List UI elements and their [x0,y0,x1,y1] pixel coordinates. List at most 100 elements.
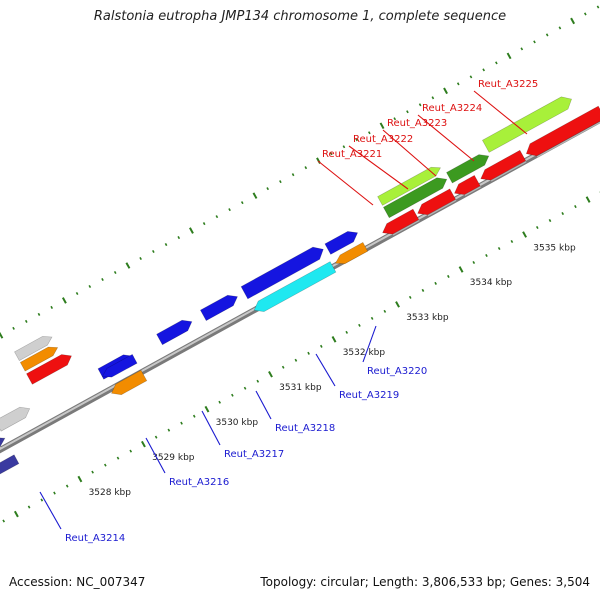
tick-mark [281,365,285,369]
gene-arrow-3223 [481,96,572,153]
tick-mark [393,117,397,121]
tick-mark [180,421,183,425]
tick-mark [533,40,536,44]
gene-label-Reut_A3220: Reut_A3220 [367,366,427,377]
gene-arrow-orange-1-shine [121,381,148,397]
tick-mark [443,87,448,95]
leader-line-Reut_A3217 [201,410,221,446]
tick-mark [12,326,15,330]
tick-mark [520,47,524,51]
gene-arrow-3222r-shine [427,199,457,217]
tick-mark [50,305,54,309]
leader-line-Reut_A3219 [315,353,336,387]
tick-mark [329,152,333,156]
tick-mark [458,266,464,273]
leader-line-Reut_A3220 [362,325,377,363]
tick-mark [139,257,142,261]
gene-arrow-orange-3 [19,346,59,372]
gene-arrow-red-small-shine [32,365,69,386]
gene-label-Reut_A3217: Reut_A3217 [224,449,284,460]
scale-label-3528: 3528 kbp [89,488,132,498]
tick-mark [65,484,69,488]
leader-line-Reut_A3218 [255,390,272,420]
gene-arrow-3220-shine [330,242,355,256]
tick-mark [113,270,117,275]
scale-label-3529: 3529 kbp [152,453,195,463]
lower-tick-track [2,191,600,523]
tick-mark [342,145,346,149]
tick-mark [152,250,155,254]
tick-mark [13,510,19,518]
tick-mark [279,180,282,184]
gene-arrow-gray-2 [14,336,53,362]
tick-mark [77,475,83,483]
tick-mark [91,470,94,474]
tick-mark [319,344,323,348]
gene-arrow-3219 [240,246,324,300]
tick-mark [167,428,171,432]
gene-arrow-3221r-shine [392,219,420,236]
gene-arrow-3216b-shine [111,363,138,379]
gene-label-Reut_A3225: Reut_A3225 [478,79,538,90]
gene-arrow-3216b [101,353,138,378]
gene-label-Reut_A3221: Reut_A3221 [322,149,382,160]
accession-text: Accession: NC_007347 [9,575,146,589]
tick-mark [370,316,374,320]
tick-mark [231,393,234,397]
gene-arrow-orange-2 [335,241,369,265]
leader-line-Reut_A3214 [39,491,62,530]
tick-mark [2,519,6,523]
gene-arrow-3223b [377,166,441,206]
tick-mark [24,319,28,323]
scale-label-3530: 3530 kbp [216,418,259,428]
tick-mark [434,281,437,285]
gene-arrow-3222 [446,154,490,184]
gene-arrow-3214-shine [0,463,20,476]
gene-arrow-orange-1 [111,369,148,396]
gene-arrow-gray-2-shine [19,345,49,363]
tick-mark [154,435,158,439]
tick-mark [252,192,258,199]
tick-mark [574,205,577,209]
gene-arrow-cyan-shine [264,272,337,314]
tick-mark [379,122,385,130]
upper-tick-track [0,5,600,339]
tick-mark [510,239,514,244]
tick-mark [485,253,488,258]
gene-label-Reut_A3223: Reut_A3223 [387,118,447,129]
tick-mark [558,26,562,30]
tick-mark [125,262,131,269]
gene-label-Reut_A3224: Reut_A3224 [422,103,482,114]
gene-arrow-3218-shine [206,306,235,323]
tick-mark [561,212,565,216]
gene-arrow-orange-3-shine [25,356,54,373]
tick-mark [75,291,79,295]
tick-mark [189,227,194,234]
gene-arrow-3221 [382,177,448,219]
topology-text: Topology: circular; Length: 3,806,533 bp… [260,575,590,589]
tick-mark [141,440,146,448]
tick-mark [395,301,400,308]
scale-label-3534: 3534 kbp [470,278,513,288]
gene-arrow-3218 [199,294,238,322]
tick-mark [585,196,591,203]
leader-line-Reut_A3225 [473,90,528,135]
leader-line-Reut_A3222 [348,145,409,190]
gene-arrow-3223r-shine [464,186,481,196]
scale-label-3533: 3533 kbp [406,313,449,323]
tick-mark [345,330,349,334]
tick-mark [570,17,576,25]
tick-mark [383,309,387,313]
tick-mark [228,208,231,212]
tick-mark [40,498,44,502]
tick-mark [266,187,270,191]
gene-arrow-3217-shine [162,331,189,347]
tick-mark [103,463,107,467]
gene-arrow-3225r [525,105,600,157]
tick-mark [421,288,425,292]
gene-arrow-3220 [324,231,359,255]
gene-arrow-3217 [156,319,193,346]
tick-mark [367,131,371,135]
tick-mark [256,379,260,383]
